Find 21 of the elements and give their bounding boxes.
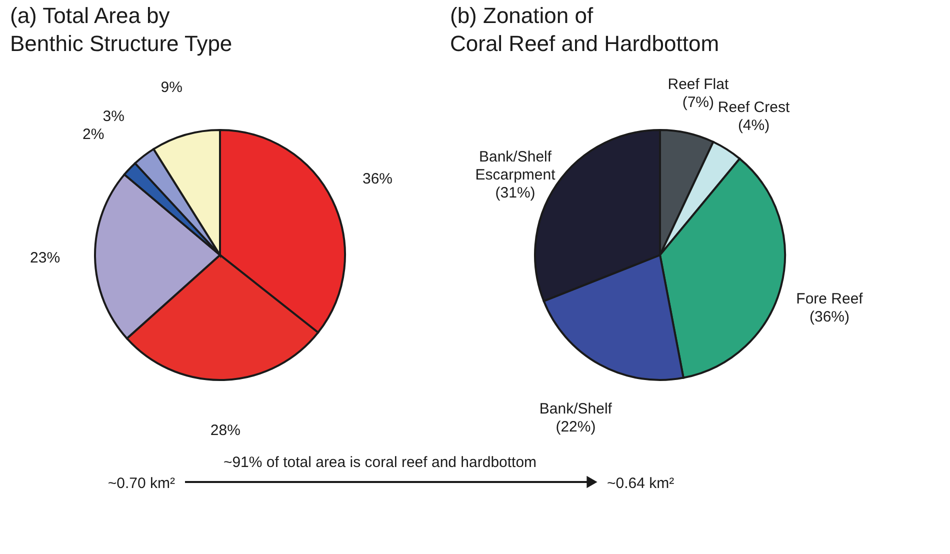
chart-title: (b) Zonation of Coral Reef and Hardbottom [450, 3, 720, 56]
data-label: 36% [362, 170, 393, 188]
slice-label: Reef Crest [718, 99, 790, 116]
chart-title: (a) Total Area by Benthic Structure Type [10, 3, 232, 56]
text: ~0.64 km² [607, 475, 674, 492]
slice-label: Bank/Shelf Escarpment [475, 148, 556, 184]
slice-label: Bank/Shelf [539, 400, 613, 418]
data-label: (22%) [556, 418, 596, 436]
data-label: 9% [160, 78, 182, 96]
data-label: (36%) [809, 308, 850, 326]
slice-label: Reef Flat [668, 76, 730, 94]
data-label: (7%) [682, 94, 714, 112]
data-label: (31%) [495, 184, 536, 202]
data-label: 28% [210, 422, 240, 439]
text: ~0.70 km² [108, 475, 175, 492]
data-label: 3% [102, 108, 124, 126]
data-label: 2% [82, 126, 104, 144]
data-label: (4%) [738, 117, 770, 134]
data-label: 23% [30, 250, 60, 267]
text: ~91% of total area is coral reef and hardbottom [223, 454, 537, 471]
slice-label: Fore Reef [796, 290, 864, 308]
